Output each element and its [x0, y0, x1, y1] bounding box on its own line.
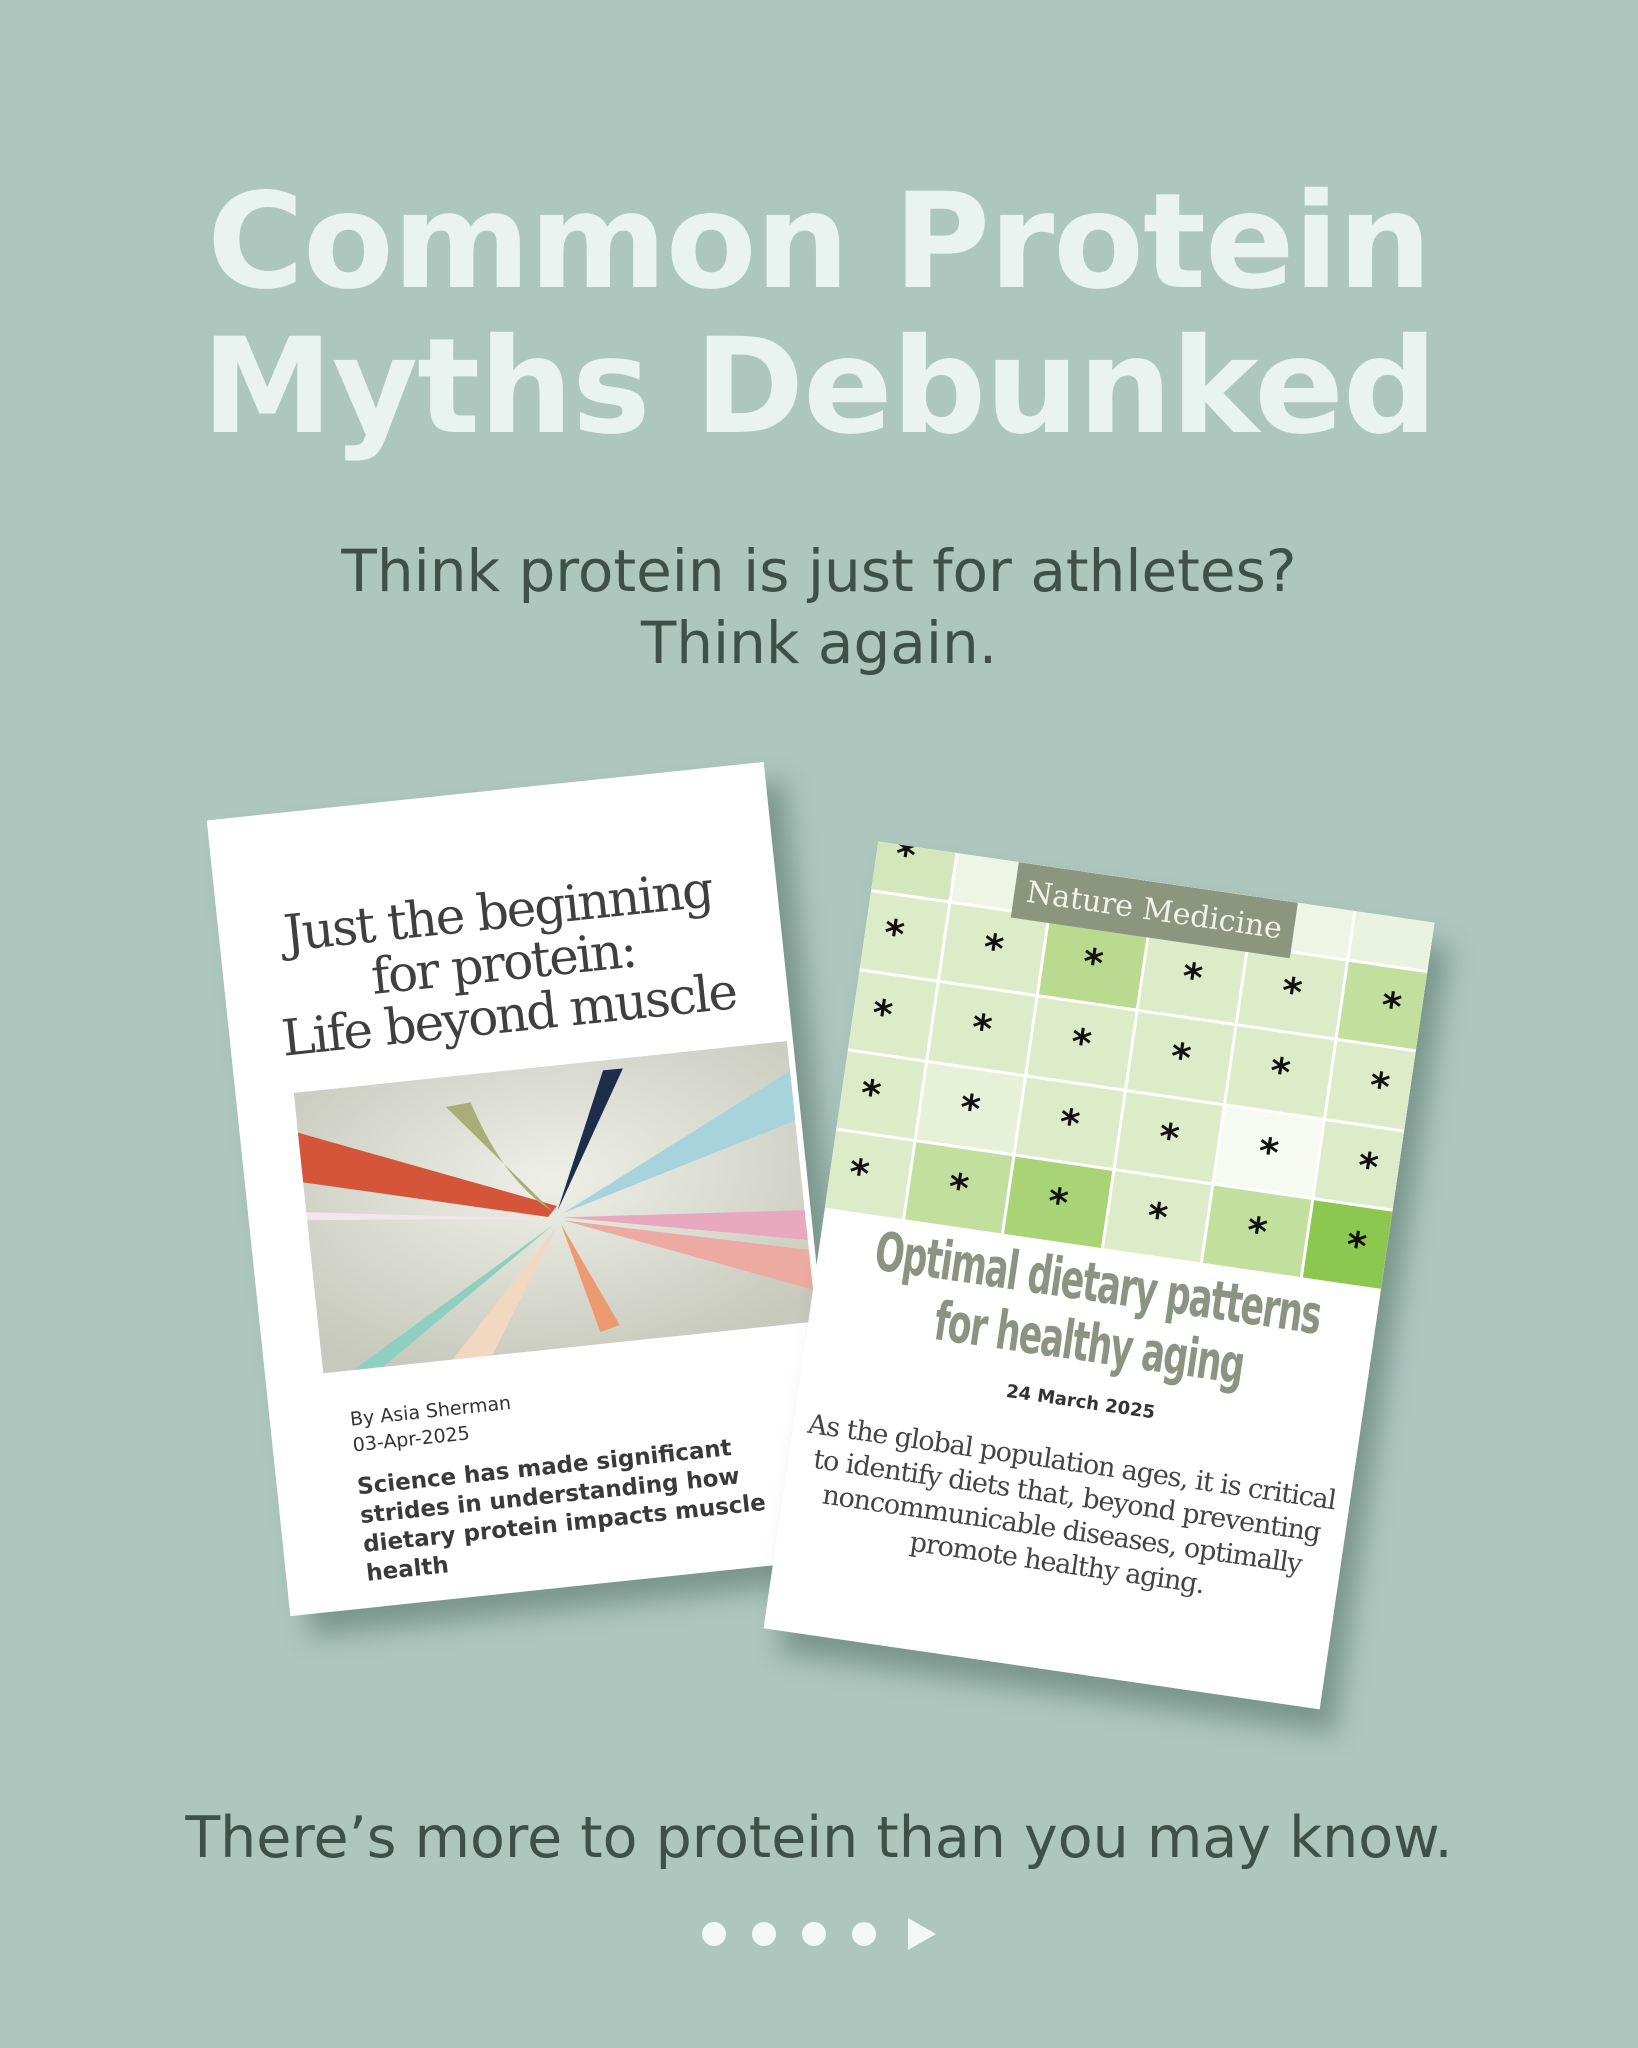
article-title: Just the beginning for protein: Life bey…	[217, 856, 790, 1070]
grid-cell: *	[1313, 1120, 1422, 1212]
grid-cell: *	[1015, 1077, 1124, 1169]
page-title: Common Protein Myths Debunked	[0, 170, 1638, 460]
pagination-dot[interactable]	[752, 1922, 776, 1946]
grid-cell: *	[1115, 1091, 1223, 1183]
title-line-1: Common Protein	[207, 165, 1432, 319]
play-arrow-icon[interactable]	[908, 1918, 936, 1950]
article-summary: As the global population ages, it is cri…	[805, 1408, 1338, 1601]
carousel-pagination[interactable]	[0, 1918, 1638, 1950]
pagination-dot[interactable]	[852, 1922, 876, 1946]
grid-cell: *	[927, 983, 1036, 1074]
pagination-dot[interactable]	[802, 1922, 826, 1946]
grid-cell: *	[1126, 1012, 1235, 1103]
grid-cell: *	[805, 1128, 913, 1219]
article-card-nature-medicine: * * * * * * * * * * * * * * * * * * * * * * * * * Nature Medicin…	[763, 841, 1435, 1710]
article-byline: By Asia Sherman 03-Apr-2025	[349, 1390, 515, 1459]
grid-cell: *	[1103, 1171, 1212, 1263]
grid-cell: *	[816, 1048, 925, 1140]
grid-cell: *	[1202, 1186, 1311, 1277]
grid-cell: *	[1027, 997, 1135, 1089]
grid-cell: *	[851, 841, 960, 900]
grid-cell: *	[840, 888, 948, 980]
article-image-ribbons	[293, 1041, 817, 1374]
grid-cell: *	[1302, 1200, 1411, 1292]
grid-cell: *	[1237, 946, 1346, 1038]
subtitle: Think protein is just for athletes? Thin…	[0, 535, 1638, 679]
grid-cell	[1348, 881, 1435, 973]
title-line-2: Myths Debunked	[201, 310, 1438, 464]
subtitle-line-1: Think protein is just for athletes?	[341, 537, 1297, 605]
pagination-dot[interactable]	[702, 1922, 726, 1946]
subtitle-line-2: Think again.	[640, 609, 998, 677]
grid-cell: *	[904, 1142, 1013, 1234]
grid-cell: *	[1004, 1157, 1112, 1248]
grid-cell: *	[828, 968, 937, 1060]
grid-cell: *	[1337, 961, 1435, 1053]
grid-cell: *	[1325, 1041, 1434, 1132]
grid-cell: *	[1214, 1106, 1323, 1198]
footer-text: There’s more to protein than you may kno…	[185, 1805, 1453, 1871]
grid-cell: *	[916, 1062, 1024, 1154]
grid-cell: *	[1226, 1026, 1334, 1118]
article-card-protein: Just the beginning for protein: Life bey…	[206, 761, 848, 1617]
